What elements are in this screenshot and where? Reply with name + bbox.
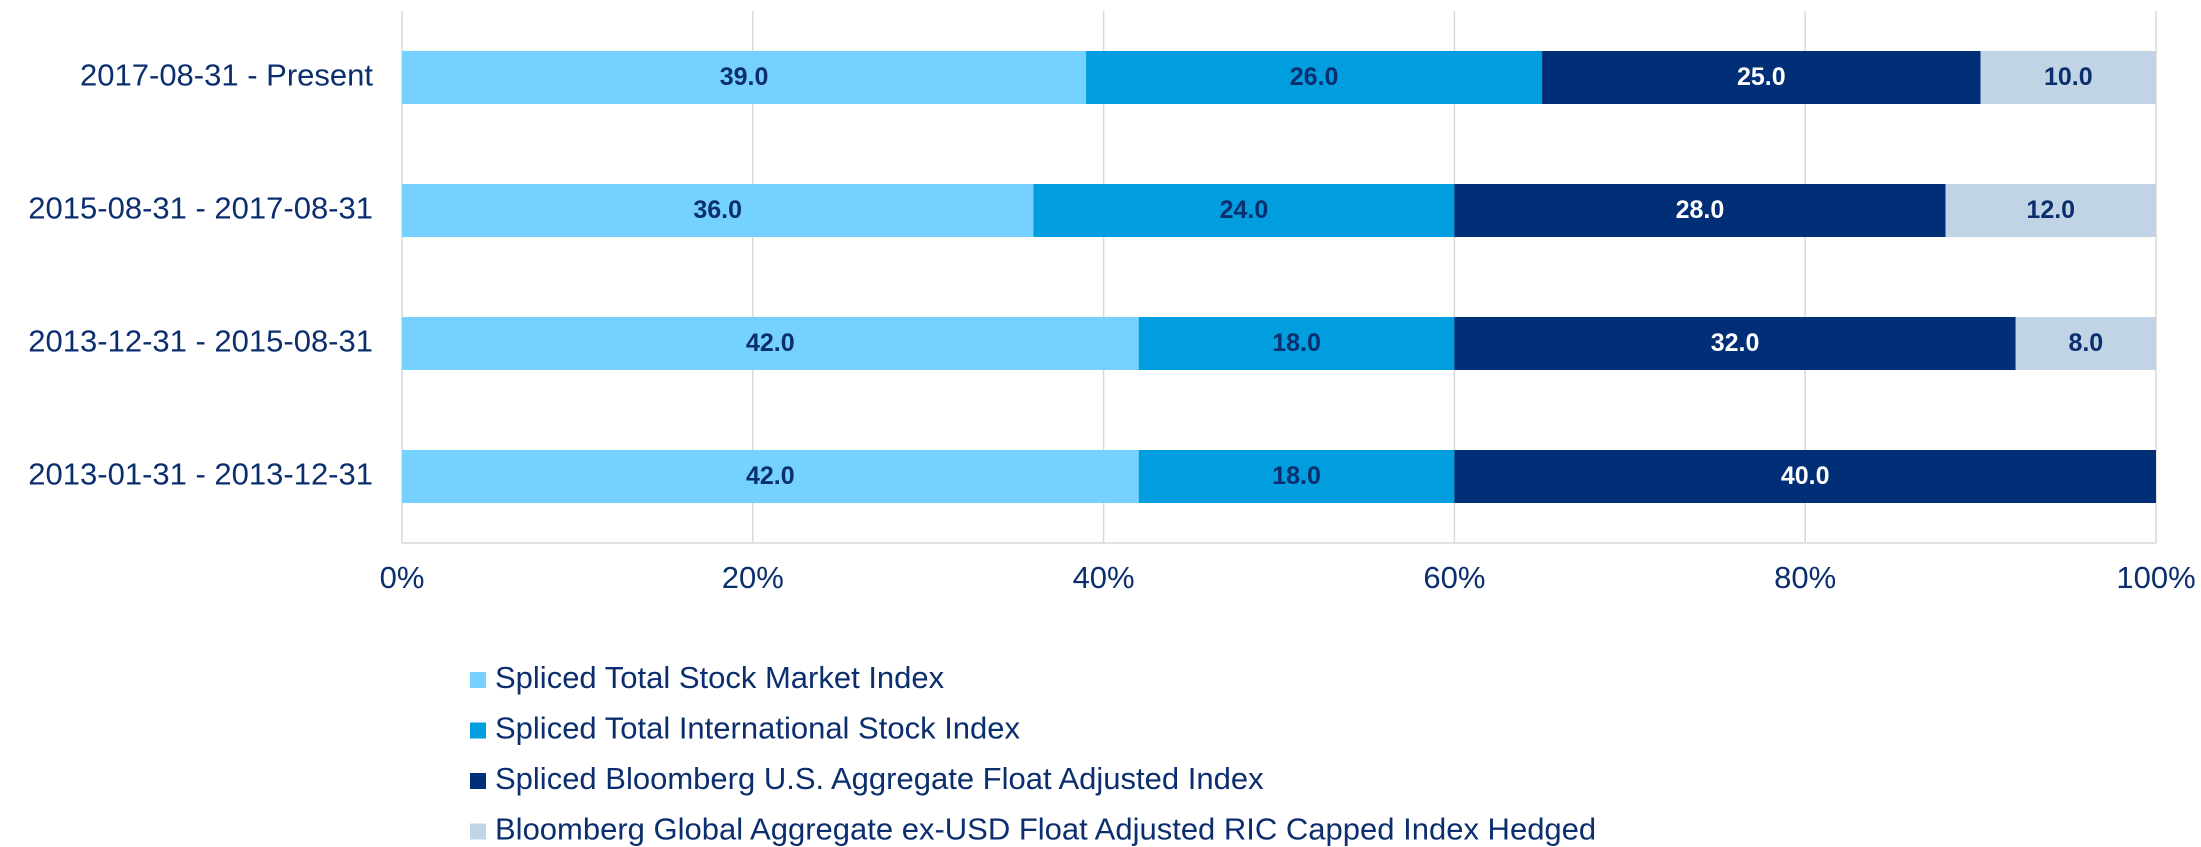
value-label: 42.0 xyxy=(746,329,795,357)
legend-label: Spliced Bloomberg U.S. Aggregate Float A… xyxy=(495,761,1264,796)
value-label: 42.0 xyxy=(746,462,795,490)
value-label: 12.0 xyxy=(2026,196,2075,224)
bar-segment xyxy=(402,51,1087,104)
value-label: 40.0 xyxy=(1781,462,1830,490)
value-label: 18.0 xyxy=(1272,462,1321,490)
x-tick-label: 100% xyxy=(2116,560,2195,595)
legend-label: Bloomberg Global Aggregate ex-USD Float … xyxy=(495,812,1596,847)
bar-segment xyxy=(1454,450,2156,503)
bar-segment xyxy=(1980,51,2156,104)
x-tick-label: 20% xyxy=(722,560,784,595)
y-tick-label: 2013-01-31 - 2013-12-31 xyxy=(28,457,373,492)
value-label: 36.0 xyxy=(693,196,742,224)
legend-label: Spliced Total Stock Market Index xyxy=(495,660,945,695)
value-label: 32.0 xyxy=(1711,329,1760,357)
x-tick-label: 40% xyxy=(1073,560,1135,595)
value-label: 39.0 xyxy=(720,63,769,91)
value-label: 18.0 xyxy=(1272,329,1321,357)
legend-swatch xyxy=(470,722,486,739)
x-tick-label: 80% xyxy=(1774,560,1836,595)
x-tick-label: 0% xyxy=(380,560,425,595)
bar-segment xyxy=(1542,51,1981,104)
y-tick-label: 2015-08-31 - 2017-08-31 xyxy=(28,191,373,226)
bar-segment xyxy=(1138,317,1455,370)
value-label: 25.0 xyxy=(1737,63,1786,91)
bar-segment xyxy=(1033,184,1455,237)
y-tick-label: 2013-12-31 - 2015-08-31 xyxy=(28,324,373,359)
x-tick-label: 60% xyxy=(1423,560,1485,595)
legend-swatch xyxy=(470,672,486,688)
bar-segment xyxy=(1138,450,1455,503)
value-label: 28.0 xyxy=(1676,196,1725,224)
bar-segment xyxy=(1945,184,2156,237)
value-label: 26.0 xyxy=(1290,63,1339,91)
bar-segment xyxy=(2015,317,2156,370)
legend-label: Spliced Total International Stock Index xyxy=(495,711,1021,746)
value-label: 10.0 xyxy=(2044,63,2093,91)
bar-segment xyxy=(402,184,1034,237)
legend-swatch xyxy=(470,823,486,840)
bar-segment xyxy=(402,317,1139,370)
bar-segment xyxy=(402,450,1139,503)
y-tick-label: 2017-08-31 - Present xyxy=(80,58,373,93)
value-label: 24.0 xyxy=(1220,196,1269,224)
value-label: 8.0 xyxy=(2068,329,2103,357)
bar-segment xyxy=(1454,184,1946,237)
legend-swatch xyxy=(470,773,486,789)
bar-segment xyxy=(1454,317,2016,370)
bar-segment xyxy=(1086,51,1543,104)
